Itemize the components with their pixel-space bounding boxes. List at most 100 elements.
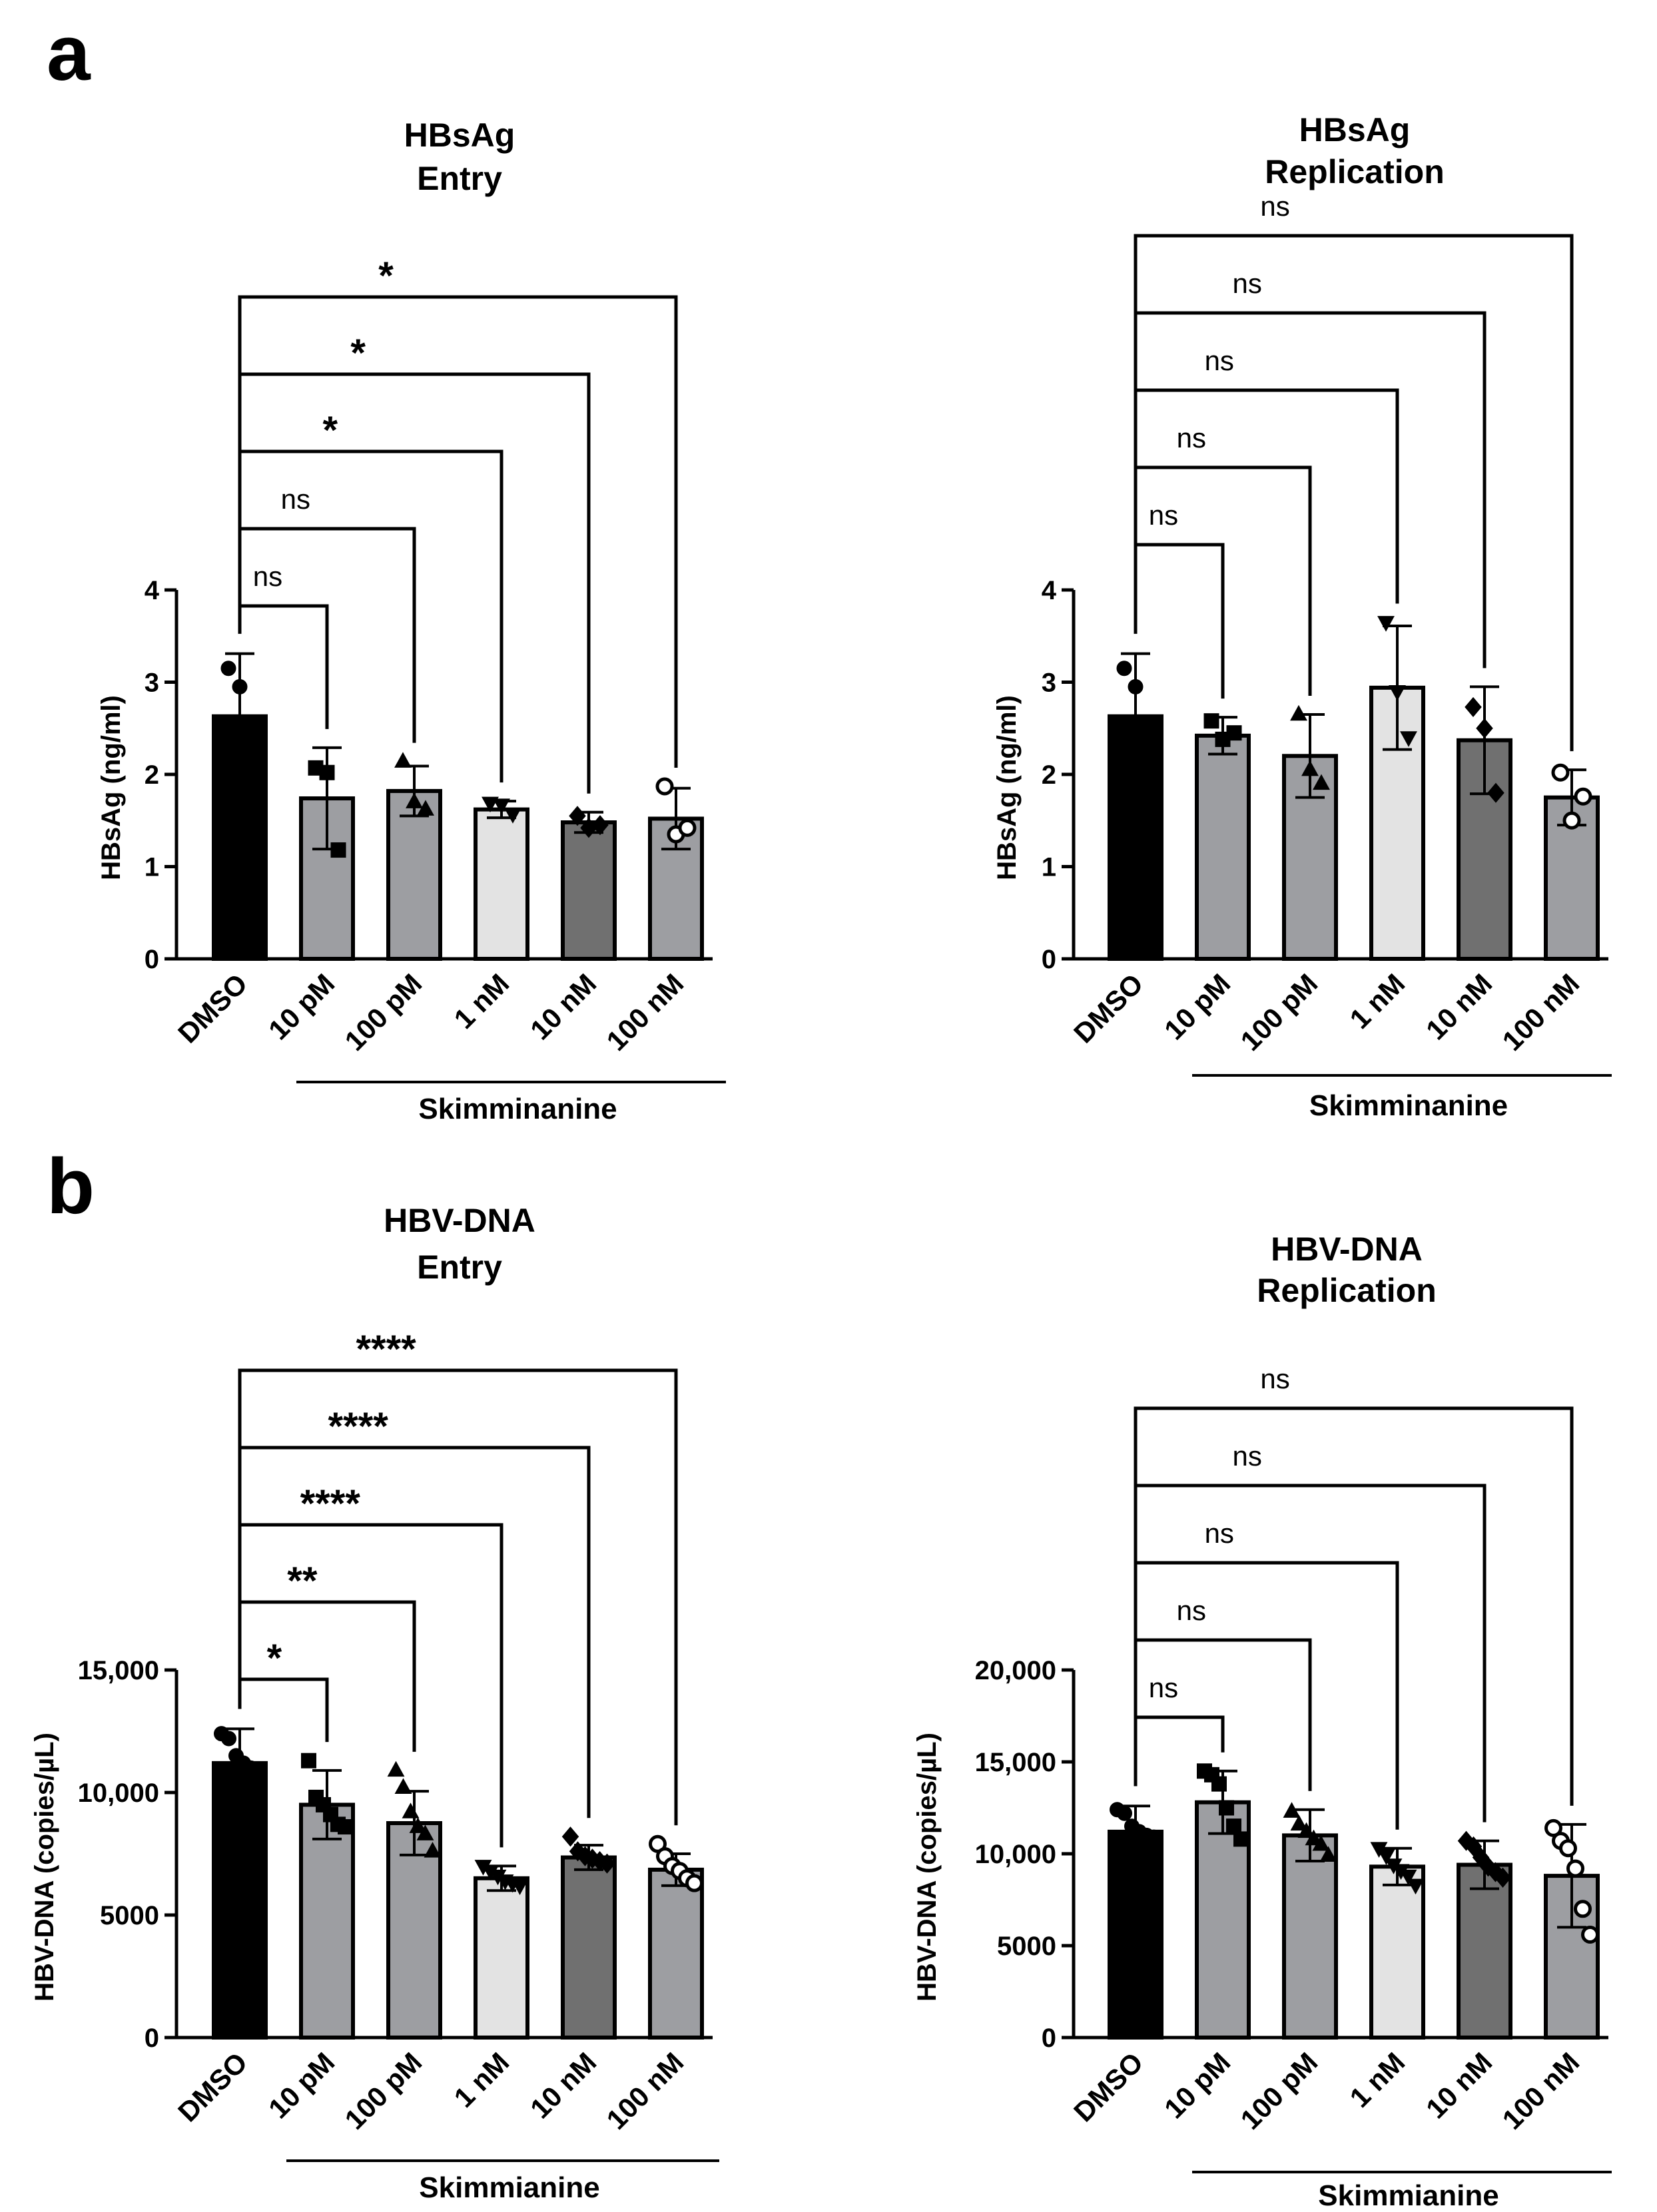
significance-label: **** — [300, 1482, 361, 1525]
x-tick-label: 100 pM — [338, 968, 428, 1057]
x-tick-label: 10 pM — [262, 968, 340, 1045]
y-tick-label: 15,000 — [975, 1748, 1056, 1777]
data-point — [409, 1817, 427, 1833]
data-point — [220, 661, 236, 677]
data-point — [243, 783, 259, 799]
x-tick-label: DMSO — [172, 2046, 253, 2127]
data-point — [1574, 787, 1592, 806]
bar — [1195, 733, 1251, 961]
y-axis-label: HBsAg (ng/ml) — [97, 695, 126, 880]
significance-label: ns — [253, 561, 282, 592]
data-point — [685, 1874, 703, 1892]
bar — [648, 1867, 704, 2040]
significance-bracket — [1134, 1406, 1574, 1806]
significance-label: ns — [1260, 1363, 1289, 1394]
bar — [1369, 1864, 1425, 2040]
data-point — [416, 1824, 434, 1840]
group-label: Skimminanine — [418, 1093, 617, 1125]
significance-label: ns — [1177, 1595, 1206, 1626]
y-tick-label: 0 — [1042, 2024, 1056, 2053]
data-point — [1117, 1805, 1132, 1821]
x-tick-label: 1 nM — [1343, 968, 1411, 1035]
data-point — [1233, 1831, 1249, 1847]
data-point — [1211, 1776, 1227, 1792]
data-point — [1457, 1830, 1475, 1851]
data-point — [394, 1778, 412, 1794]
data-point — [1494, 1867, 1512, 1888]
data-point — [1290, 704, 1307, 721]
chart-title-line: Entry — [417, 1248, 502, 1286]
significance-label: ns — [1205, 1518, 1234, 1549]
x-tick-label: 10 pM — [262, 2046, 340, 2124]
data-point — [493, 798, 510, 814]
x-tick-label: 10 pM — [1158, 968, 1236, 1045]
y-tick-label: 10,000 — [78, 1779, 159, 1808]
bar — [561, 820, 617, 962]
significance-label: * — [322, 409, 338, 452]
data-point — [1465, 696, 1482, 717]
bar — [299, 1802, 355, 2040]
x-tick-label: DMSO — [1068, 968, 1149, 1049]
x-tick-label: 100 nM — [600, 2046, 689, 2135]
significance-label: ns — [1233, 1440, 1262, 1472]
group-label: Skimminanine — [1309, 1089, 1508, 1122]
x-tick-label: 1 nM — [1343, 2046, 1411, 2113]
y-axis-label: HBV-DNA (copies/µL) — [912, 1733, 942, 2002]
data-point — [1551, 763, 1570, 782]
bar — [474, 1876, 529, 2040]
data-point — [1400, 731, 1417, 747]
data-point — [1389, 685, 1406, 701]
chart-title-line: Entry — [417, 160, 502, 197]
data-point — [655, 777, 674, 796]
data-point — [591, 815, 609, 836]
y-tick-label: 5000 — [100, 1901, 159, 1930]
data-point — [1301, 760, 1319, 776]
data-point — [1290, 1814, 1308, 1831]
y-axis-label: HBV-DNA (copies/µL) — [30, 1733, 59, 2002]
bar — [561, 1855, 617, 2040]
bar — [386, 788, 442, 962]
panel-label-a: a — [47, 9, 91, 97]
data-point — [1116, 661, 1132, 677]
y-tick-label: 2 — [145, 760, 159, 790]
data-point — [1377, 616, 1395, 632]
data-point — [319, 764, 335, 780]
data-point — [1377, 1849, 1395, 1865]
data-point — [1283, 1802, 1301, 1818]
significance-bracket — [238, 1677, 329, 1743]
significance-label: ns — [1260, 190, 1289, 222]
significance-label: **** — [356, 1328, 416, 1371]
significance-bracket — [1134, 234, 1574, 752]
bar — [474, 807, 529, 961]
x-tick-label: 10 nM — [524, 968, 602, 1045]
data-point — [1476, 718, 1493, 738]
data-point — [569, 1841, 587, 1862]
x-tick-label: 100 pM — [1234, 2046, 1323, 2135]
data-point — [1559, 1839, 1577, 1858]
data-point — [1562, 811, 1581, 830]
data-point — [561, 1826, 579, 1847]
data-point — [1407, 1878, 1425, 1895]
bar — [212, 1761, 268, 2040]
data-point — [1312, 1834, 1330, 1851]
data-point — [1203, 713, 1219, 729]
data-point — [1465, 1836, 1483, 1857]
data-point — [504, 808, 521, 824]
bar — [386, 1821, 442, 2040]
y-tick-label: 1 — [1042, 853, 1056, 882]
y-tick-label: 3 — [145, 669, 159, 698]
data-point — [598, 1853, 616, 1874]
x-tick-label: 10 nM — [524, 2046, 602, 2124]
data-point — [1226, 725, 1242, 741]
data-point — [338, 1819, 353, 1835]
data-point — [232, 679, 248, 694]
y-tick-label: 5000 — [997, 1932, 1056, 1961]
x-tick-label: 10 pM — [1158, 2046, 1236, 2124]
data-point — [511, 1879, 529, 1896]
significance-bracket — [1134, 1638, 1312, 1791]
y-tick-label: 15,000 — [78, 1656, 159, 1685]
y-tick-label: 0 — [1042, 945, 1056, 974]
